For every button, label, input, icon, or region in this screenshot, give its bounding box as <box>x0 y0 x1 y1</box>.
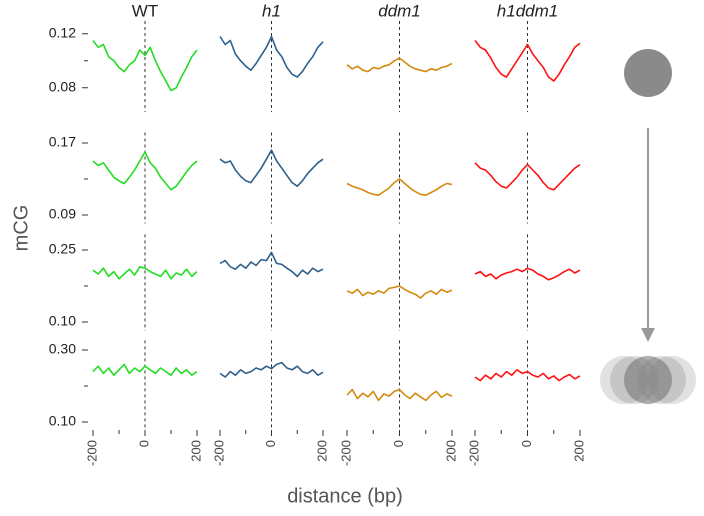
data-line <box>474 267 581 281</box>
column-title: WT <box>132 1 158 20</box>
arrow-head <box>641 328 655 342</box>
x-tick-label: -200 <box>466 440 481 466</box>
schematic <box>600 49 696 404</box>
y-axis-label: mCG <box>10 205 32 252</box>
data-line <box>219 361 324 378</box>
data-line <box>346 285 453 299</box>
x-tick-label: 200 <box>571 440 586 462</box>
x-tick-label: 0 <box>263 440 278 447</box>
data-line <box>92 266 198 280</box>
column-title: ddm1 <box>378 1 421 20</box>
data-line <box>346 57 453 73</box>
data-line <box>346 178 453 196</box>
x-tick-label: -200 <box>84 440 99 466</box>
data-line <box>219 149 324 187</box>
spread-circle <box>624 356 672 404</box>
data-line <box>346 388 453 402</box>
y-tick-label: 0.25 <box>49 241 76 257</box>
x-tick-label: -200 <box>338 440 353 466</box>
data-line <box>474 369 581 382</box>
x-tick-label: -200 <box>211 440 226 466</box>
x-tick-label: 200 <box>314 440 329 462</box>
y-tick-label: 0.12 <box>49 24 76 40</box>
data-line <box>219 35 324 78</box>
column-title: h1 <box>262 1 281 20</box>
x-tick-label: 0 <box>391 440 406 447</box>
x-tick-label: 200 <box>443 440 458 462</box>
y-tick-label: 0.10 <box>49 413 76 429</box>
data-line <box>474 40 581 82</box>
data-line <box>92 151 198 191</box>
y-tick-label: 0.10 <box>49 313 76 329</box>
single-circle <box>624 49 672 97</box>
y-tick-label: 0.17 <box>49 134 76 150</box>
y-tick-label: 0.09 <box>49 206 76 222</box>
x-tick-label: 0 <box>136 440 151 447</box>
data-line <box>219 251 324 278</box>
y-tick-label: 0.08 <box>49 78 76 94</box>
x-tick-label: 200 <box>188 440 203 462</box>
x-axis-label: distance (bp) <box>287 485 403 507</box>
x-tick-label: 0 <box>519 440 534 447</box>
y-tick-label: 0.30 <box>49 341 76 357</box>
column-title: h1ddm1 <box>497 1 558 20</box>
data-line <box>92 363 198 376</box>
data-line <box>92 40 198 92</box>
data-line <box>474 162 581 191</box>
